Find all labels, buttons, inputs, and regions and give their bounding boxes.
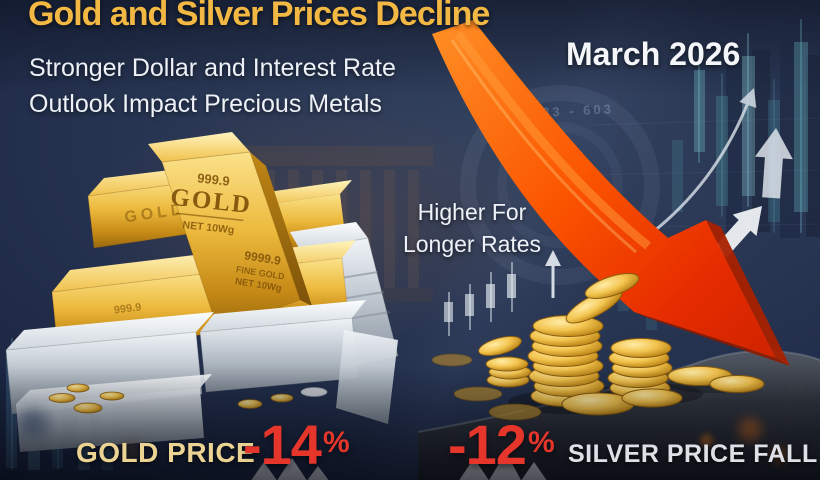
gold-price-change-unit: % [322,426,350,459]
silver-price-change: -12% [448,412,555,477]
red-decline-arrow [432,20,790,366]
scattered-coins-decoration [48,383,328,414]
subtitle-line-2: Outlook Impact Precious Metals [29,90,382,118]
up-arrow-icon [754,128,793,199]
gold-coins-illustration [431,272,765,421]
gold-bar-left-stamp-purity: 999.9 [113,301,142,316]
rate-up-arrow-icon [545,250,561,298]
annotation-line-1: Higher For [417,199,527,225]
gold-price-label: GOLD PRICE [76,437,256,468]
rates-annotation: Higher For Longer Rates [393,196,551,260]
gold-price-change-value: -14 [243,413,322,476]
svg-text:9999.9: 9999.9 [243,248,282,268]
silver-price-label: SILVER PRICE FALL [568,440,818,468]
silver-zigzag-icon [459,452,547,480]
dark-columns-decoration [726,42,820,238]
date-label: March 2026 [566,36,741,72]
subtitle-line-1: Stronger Dollar and Interest Rate [29,54,396,82]
seal-circle-decoration [460,85,660,285]
svg-text:999.9: 999.9 [197,170,231,188]
gold-zigzag-icon [251,458,329,480]
svg-text:NET 10Wg: NET 10Wg [182,219,235,236]
poster-title: Gold and Silver Prices Decline [28,0,490,33]
silver-price-change-value: -12 [448,413,527,476]
gold-bars-illustration: GOLD 999.9 NET 10Wg 999.9 GOLD [5,132,399,452]
silver-price-change-unit: % [527,426,555,459]
gold-bar-secondary-stamp: 9999.9 FINE GOLD NET 10Wg [234,248,285,294]
poster-subtitle: Stronger Dollar and Interest Rate Outloo… [29,50,396,122]
annotation-line-2: Longer Rates [402,231,542,258]
gold-price-change: -14% [243,412,350,477]
